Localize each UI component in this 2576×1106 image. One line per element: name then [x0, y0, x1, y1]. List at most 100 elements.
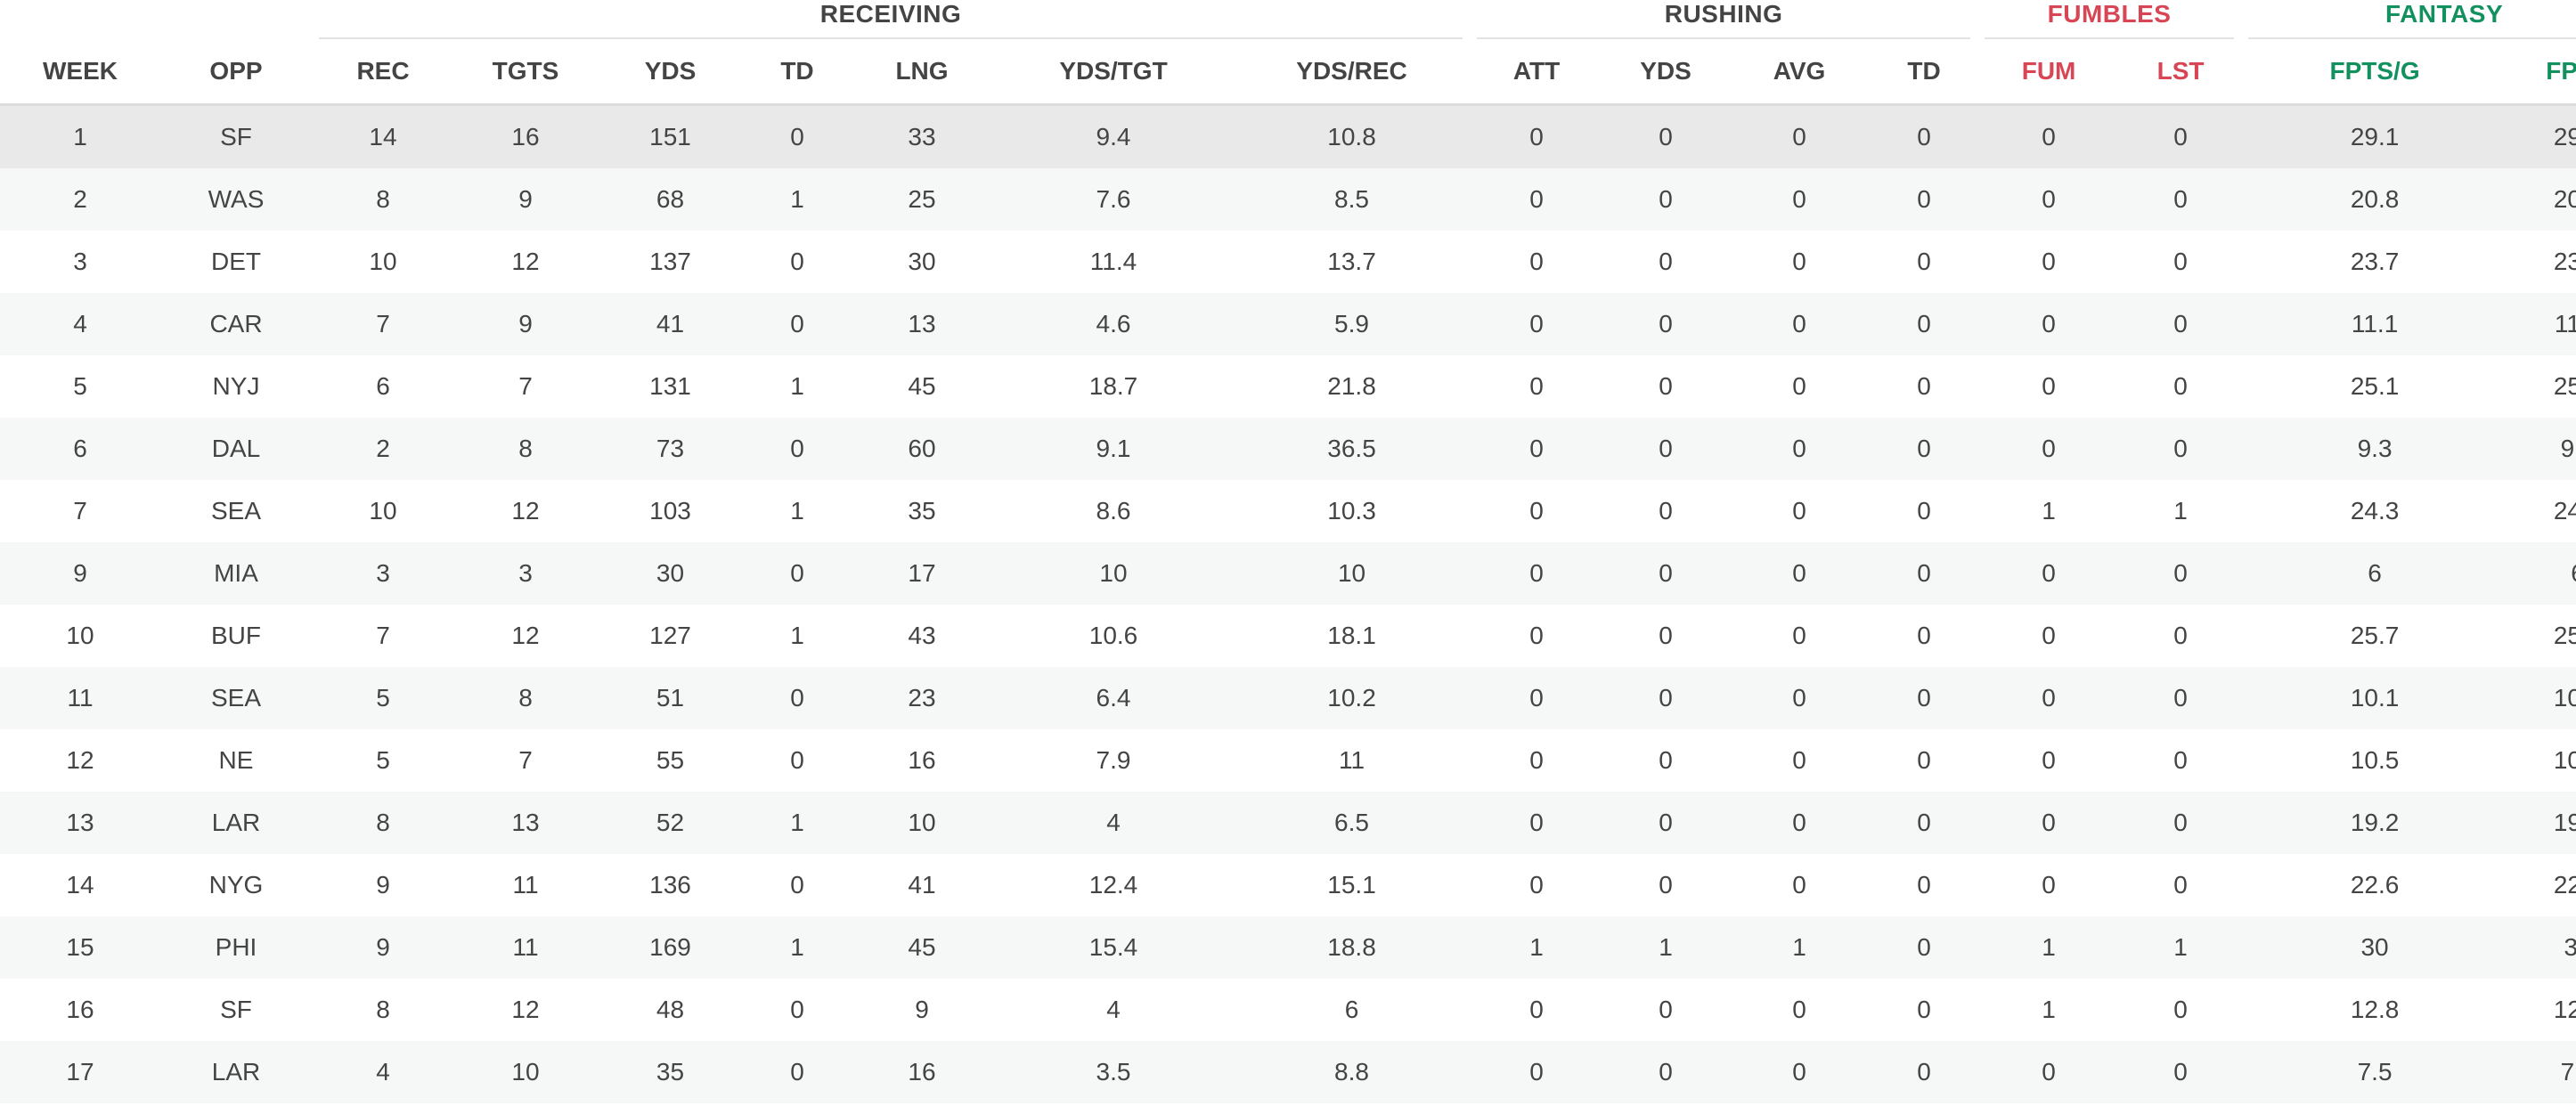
cell-lst: 0: [2120, 418, 2242, 480]
col-header-rec[interactable]: REC: [312, 39, 454, 106]
cell-fpts: 6: [2508, 542, 2576, 605]
cell-lst: 0: [2120, 355, 2242, 418]
col-header-tgts[interactable]: TGTS: [454, 39, 597, 106]
group-fumbles: FUMBLES: [1977, 0, 2241, 39]
cell-rec-yds: 30: [597, 542, 744, 605]
col-header-yds-per-rec[interactable]: YDS/REC: [1234, 39, 1471, 106]
cell-rush-yds: 0: [1603, 104, 1729, 168]
col-header-fpts[interactable]: FPTS: [2508, 39, 2576, 106]
col-header-rec-yds[interactable]: YDS: [597, 39, 744, 106]
col-header-rush-td[interactable]: TD: [1871, 39, 1978, 106]
group-header-row: RECEIVING RUSHING FUMBLES FANTASY: [0, 0, 2576, 39]
cell-rec: 10: [312, 480, 454, 542]
cell-lst: 1: [2120, 916, 2242, 979]
cell-yds-per-tgt: 9.1: [993, 418, 1234, 480]
cell-att: 0: [1470, 231, 1604, 293]
cell-fum: 1: [1977, 916, 2121, 979]
cell-opp: SF: [160, 979, 312, 1041]
cell-tgts: 7: [454, 355, 597, 418]
cell-rush-td: 0: [1871, 104, 1978, 168]
cell-rec: 3: [312, 542, 454, 605]
cell-rec: 8: [312, 792, 454, 854]
cell-rec-yds: 73: [597, 418, 744, 480]
cell-opp: SEA: [160, 480, 312, 542]
cell-rec-td: 1: [744, 480, 851, 542]
cell-lng: 33: [851, 104, 993, 168]
cell-rush-yds: 0: [1603, 792, 1729, 854]
cell-rush-yds: 0: [1603, 542, 1729, 605]
cell-rec: 8: [312, 168, 454, 231]
col-header-fum[interactable]: FUM: [1977, 39, 2121, 106]
cell-rec: 14: [312, 104, 454, 168]
cell-rush-td: 0: [1871, 792, 1978, 854]
cell-rec-yds: 52: [597, 792, 744, 854]
cell-tgts: 12: [454, 231, 597, 293]
col-header-lng[interactable]: LNG: [851, 39, 993, 106]
col-header-lst[interactable]: LST: [2120, 39, 2242, 106]
cell-opp: DAL: [160, 418, 312, 480]
cell-rush-yds: 0: [1603, 418, 1729, 480]
cell-avg: 0: [1728, 542, 1871, 605]
cell-rec-yds: 103: [597, 480, 744, 542]
col-header-rush-yds[interactable]: YDS: [1603, 39, 1729, 106]
cell-avg: 0: [1728, 168, 1871, 231]
cell-yds-per-tgt: 7.6: [993, 168, 1234, 231]
cell-lng: 25: [851, 168, 993, 231]
cell-rec: 9: [312, 854, 454, 916]
cell-yds-per-tgt: 3.5: [993, 1041, 1234, 1103]
cell-rush-td: 0: [1871, 979, 1978, 1041]
col-header-att[interactable]: ATT: [1470, 39, 1604, 106]
cell-fpts-per-game: 25.1: [2241, 355, 2509, 418]
cell-avg: 0: [1728, 979, 1871, 1041]
cell-fpts: 9.3: [2508, 418, 2576, 480]
cell-lng: 23: [851, 667, 993, 729]
cell-yds-per-tgt: 6.4: [993, 667, 1234, 729]
cell-rec-td: 0: [744, 104, 851, 168]
cell-rec-yds: 137: [597, 231, 744, 293]
cell-lst: 0: [2120, 231, 2242, 293]
cell-rush-yds: 0: [1603, 168, 1729, 231]
col-header-avg[interactable]: AVG: [1728, 39, 1871, 106]
cell-rec-yds: 127: [597, 605, 744, 667]
cell-rec-td: 0: [744, 979, 851, 1041]
group-rushing: RUSHING: [1470, 0, 1977, 39]
cell-rec-td: 1: [744, 916, 851, 979]
cell-rec-td: 0: [744, 667, 851, 729]
cell-att: 0: [1470, 104, 1604, 168]
cell-yds-per-rec: 10.2: [1234, 667, 1471, 729]
cell-yds-per-tgt: 4: [993, 792, 1234, 854]
cell-rush-td: 0: [1871, 854, 1978, 916]
col-header-rec-td[interactable]: TD: [744, 39, 851, 106]
cell-yds-per-rec: 6.5: [1234, 792, 1471, 854]
cell-tgts: 13: [454, 792, 597, 854]
cell-opp: WAS: [160, 168, 312, 231]
cell-avg: 0: [1728, 104, 1871, 168]
cell-lst: 0: [2120, 542, 2242, 605]
cell-fpts: 10.5: [2508, 729, 2576, 792]
game-log-body: 1SF14161510339.410.800000029.129.12WAS89…: [0, 104, 2576, 1103]
cell-fpts-per-game: 30: [2241, 916, 2509, 979]
col-header-fpts-per-game[interactable]: FPTS/G: [2241, 39, 2509, 106]
cell-rec-td: 0: [744, 231, 851, 293]
cell-opp: NYJ: [160, 355, 312, 418]
cell-rush-yds: 0: [1603, 854, 1729, 916]
cell-yds-per-tgt: 4.6: [993, 293, 1234, 355]
cell-rec-td: 0: [744, 418, 851, 480]
col-header-opp[interactable]: OPP: [160, 39, 312, 106]
cell-fpts: 25.7: [2508, 605, 2576, 667]
cell-tgts: 16: [454, 104, 597, 168]
cell-rec: 7: [312, 293, 454, 355]
cell-lng: 60: [851, 418, 993, 480]
cell-rec: 5: [312, 667, 454, 729]
col-header-yds-per-tgt[interactable]: YDS/TGT: [993, 39, 1234, 106]
cell-week: 14: [0, 854, 160, 916]
col-header-week[interactable]: WEEK: [0, 39, 160, 106]
cell-opp: DET: [160, 231, 312, 293]
cell-yds-per-tgt: 12.4: [993, 854, 1234, 916]
cell-yds-per-rec: 5.9: [1234, 293, 1471, 355]
cell-att: 0: [1470, 979, 1604, 1041]
